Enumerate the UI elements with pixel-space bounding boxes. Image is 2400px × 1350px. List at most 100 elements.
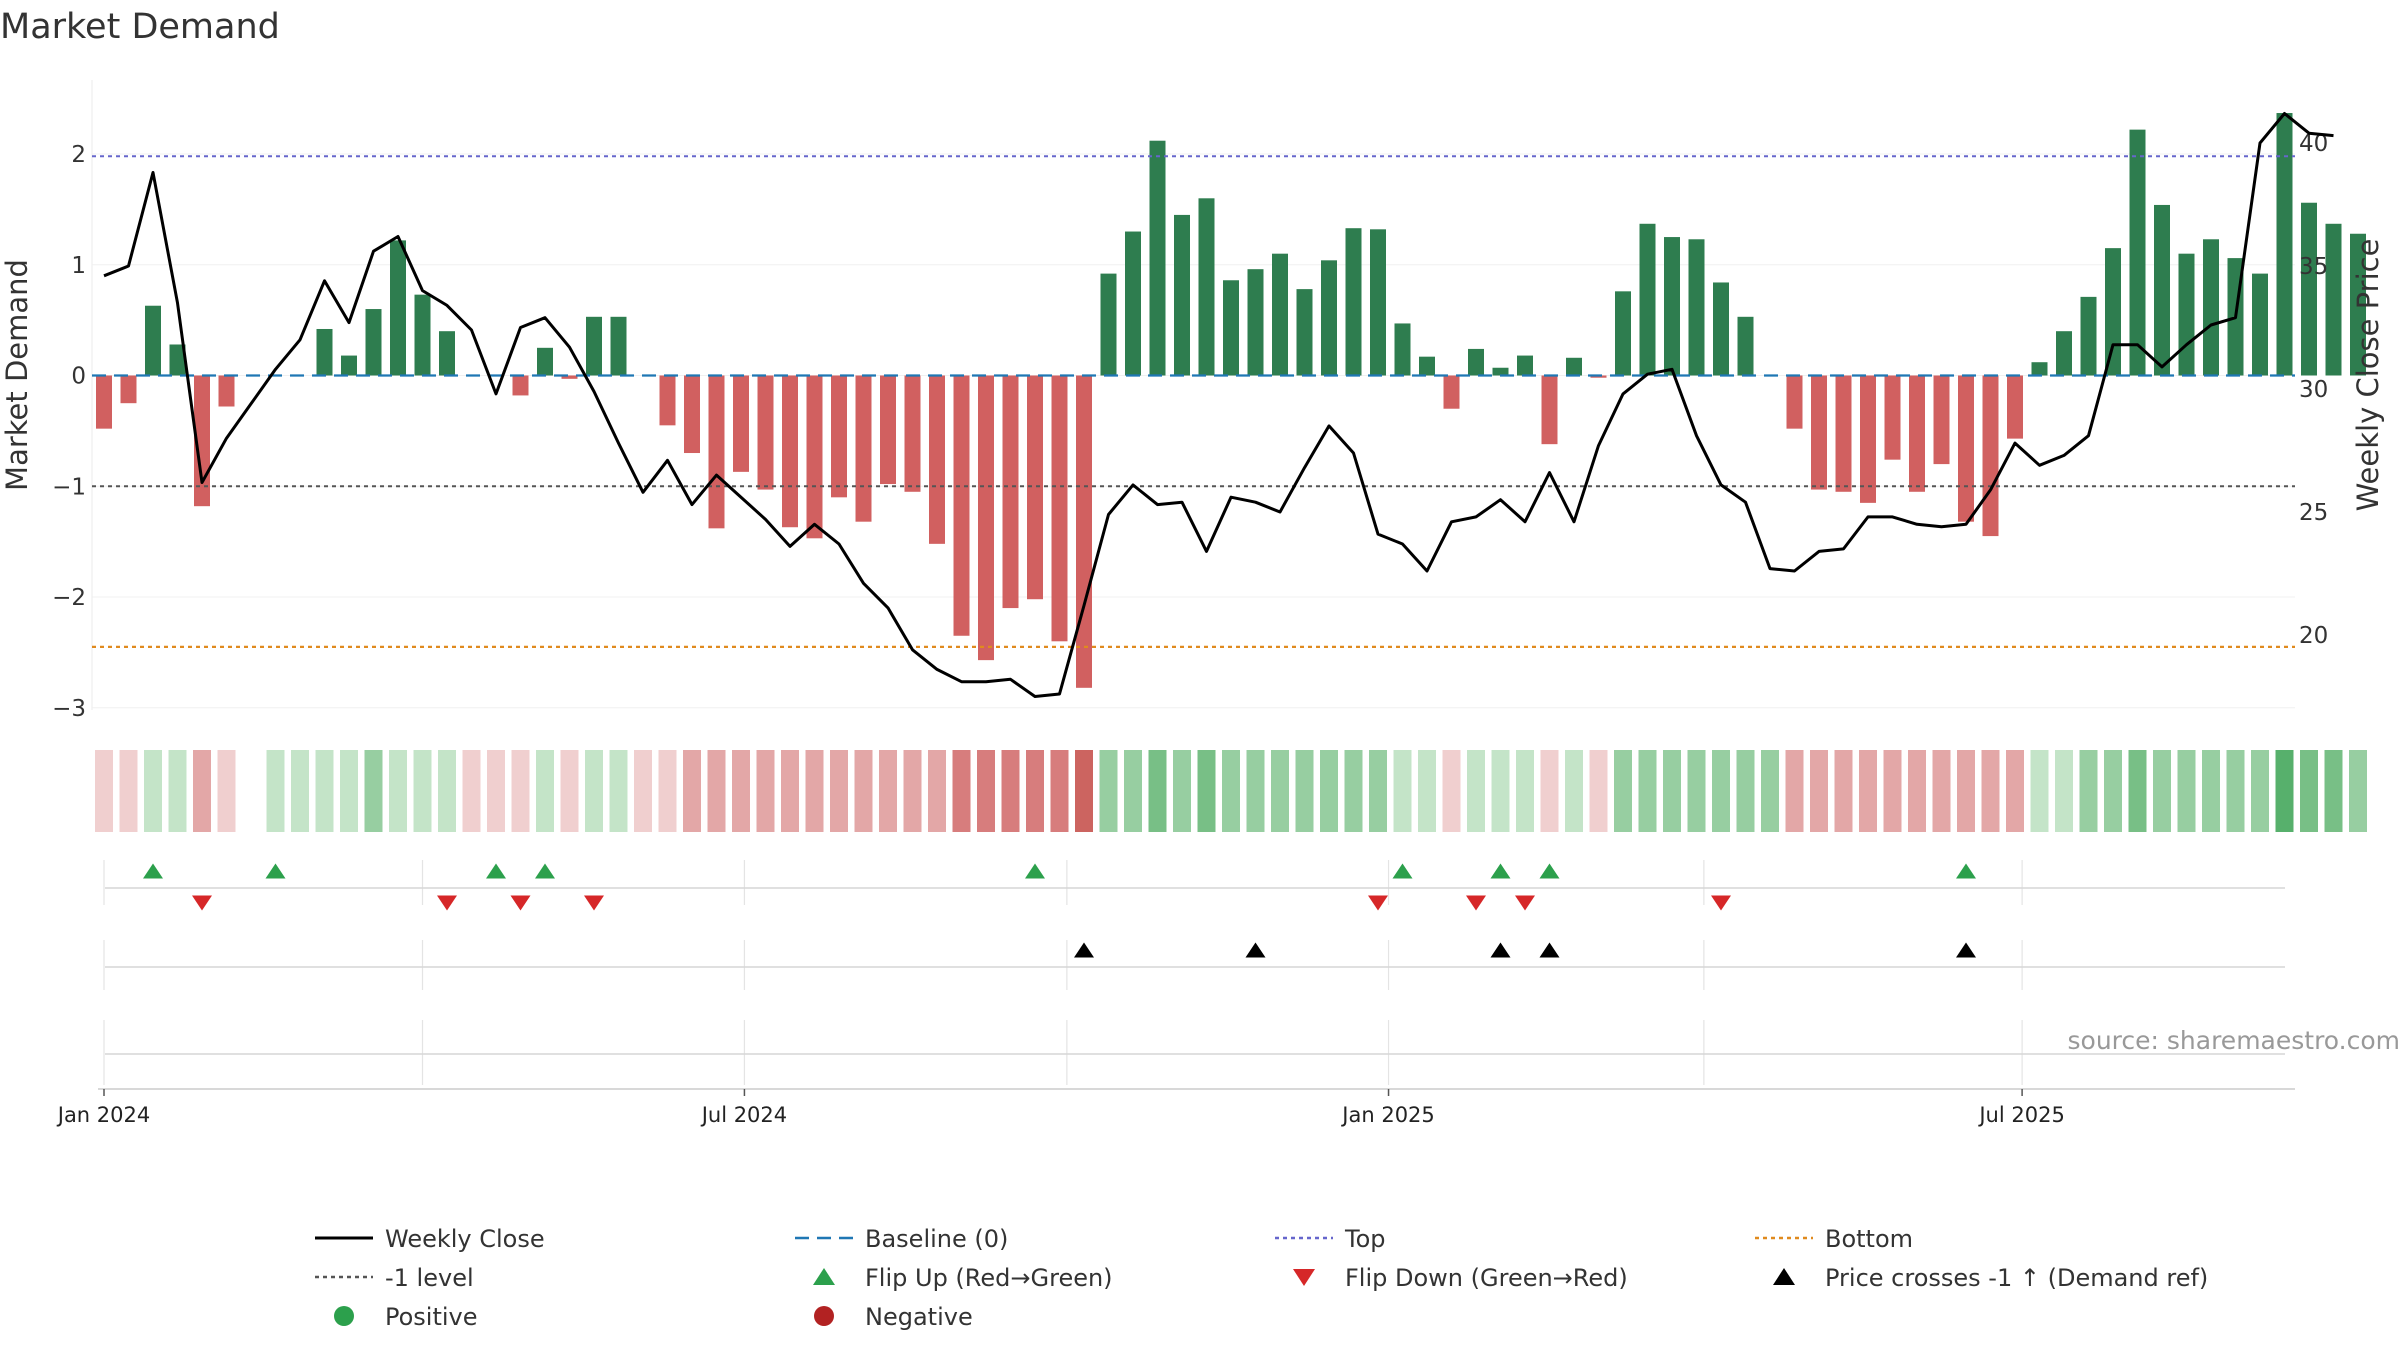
legend-item: Weekly Close bbox=[315, 1225, 545, 1253]
negative-demand-bar bbox=[659, 375, 676, 426]
heat-strip-cell bbox=[1981, 750, 2000, 832]
heat-strip-cell bbox=[585, 750, 603, 832]
heat-strip-cell bbox=[2275, 750, 2294, 832]
positive-demand-bar bbox=[1321, 260, 1337, 376]
heat-strip-cell bbox=[1565, 750, 1583, 832]
heat-strip-cell bbox=[266, 750, 285, 832]
heat-strip-cell bbox=[1932, 750, 1951, 832]
legend-label: Weekly Close bbox=[385, 1225, 545, 1253]
positive-demand-bar bbox=[1100, 273, 1117, 376]
heat-strip-cell bbox=[830, 750, 848, 832]
heat-strip-cell bbox=[879, 750, 897, 832]
negative-demand-bar bbox=[855, 375, 872, 522]
x-tick-label: Jul 2025 bbox=[1977, 1103, 2064, 1127]
legend: Weekly Close Baseline (0) Top Bottom -1 leve… bbox=[315, 1225, 2208, 1331]
heat-strip-cell bbox=[193, 750, 211, 832]
positive-demand-bar bbox=[316, 328, 333, 376]
heat-strip-cell bbox=[781, 750, 799, 832]
heat-strip-cell bbox=[2324, 750, 2343, 832]
heat-strip-cell bbox=[1883, 750, 1902, 832]
flip-up-marker bbox=[143, 863, 163, 879]
heat-strip-cell bbox=[315, 750, 334, 832]
legend-label: Negative bbox=[865, 1303, 973, 1331]
heat-strip-cell bbox=[389, 750, 407, 832]
negative-demand-bar bbox=[1860, 375, 1876, 503]
negative-demand-bar bbox=[1933, 375, 1950, 465]
heat-strip-cell bbox=[903, 750, 922, 832]
flip-up-marker bbox=[1025, 863, 1045, 879]
heat-strip-cell bbox=[438, 750, 456, 832]
flip-down-marker bbox=[1711, 895, 1731, 911]
x-axis-ticks: Jan 2024 Jul 2024 Jan 2025 Jul 2025 bbox=[56, 1089, 2065, 1127]
legend-item: Flip Up (Red→Green) bbox=[813, 1264, 1113, 1292]
heat-strip-cell bbox=[1761, 750, 1779, 832]
y-tick-label: −1 bbox=[52, 474, 86, 500]
heat-strip-cell bbox=[1442, 750, 1461, 832]
legend-swatch bbox=[1773, 1268, 1795, 1285]
positive-demand-bar bbox=[1125, 231, 1141, 376]
positive-demand-bar bbox=[1639, 223, 1656, 376]
legend-label: Top bbox=[1344, 1225, 1386, 1253]
heat-strip-cell bbox=[364, 750, 383, 832]
negative-demand-bar bbox=[1541, 375, 1558, 445]
flip-up-marker bbox=[1956, 863, 1976, 879]
positive-demand-bar bbox=[439, 331, 455, 376]
heat-strip-cell bbox=[1148, 750, 1167, 832]
y-tick-label: −2 bbox=[52, 585, 86, 611]
heat-strip-cell bbox=[2104, 750, 2122, 832]
negative-demand-bar bbox=[512, 375, 529, 396]
price-cross-marker bbox=[1539, 942, 1560, 958]
heat-strip-cell bbox=[2251, 750, 2269, 832]
heat-strip-cell bbox=[1393, 750, 1412, 832]
legend-label: Bottom bbox=[1825, 1225, 1913, 1253]
demand-bars bbox=[96, 113, 2366, 688]
positive-demand-bar bbox=[2031, 362, 2048, 376]
negative-demand-bar bbox=[1884, 375, 1901, 460]
heat-strip-cell bbox=[95, 750, 113, 832]
y2-tick-label: 35 bbox=[2299, 254, 2328, 280]
positive-demand-bar bbox=[1198, 198, 1215, 376]
signal-panels bbox=[98, 863, 2295, 1090]
legend-label: -1 level bbox=[385, 1264, 474, 1292]
price-cross-marker bbox=[1956, 942, 1976, 958]
y2-axis-label: Weekly Close Price bbox=[2351, 239, 2385, 512]
positive-demand-bar bbox=[1615, 291, 1631, 376]
negative-demand-bar bbox=[757, 375, 774, 490]
y-axis-label: Market Demand bbox=[0, 259, 34, 491]
legend-label: Flip Down (Green→Red) bbox=[1345, 1264, 1628, 1292]
flip-up-marker bbox=[486, 863, 506, 879]
negative-demand-bar bbox=[1051, 375, 1068, 642]
positive-demand-bar bbox=[1345, 228, 1362, 376]
negative-demand-bar bbox=[1076, 375, 1092, 688]
heat-strip-cell bbox=[2202, 750, 2220, 832]
heat-strip-cell bbox=[1614, 750, 1632, 832]
heat-strip-cell bbox=[609, 750, 628, 832]
heat-strip-cell bbox=[340, 750, 358, 832]
positive-demand-bar bbox=[365, 309, 382, 376]
heat-strip-cell bbox=[1295, 750, 1314, 832]
heat-strip-cell bbox=[1638, 750, 1657, 832]
flip-up-marker bbox=[535, 863, 555, 879]
heat-strip-cell bbox=[805, 750, 824, 832]
y-tick-label: −3 bbox=[52, 696, 86, 722]
y-tick-label: 0 bbox=[71, 364, 86, 390]
positive-demand-bar bbox=[169, 344, 186, 376]
flip-down-marker bbox=[1466, 895, 1486, 911]
negative-demand-bar bbox=[1443, 375, 1460, 409]
negative-demand-bar bbox=[733, 375, 749, 472]
negative-demand-bar bbox=[953, 375, 970, 636]
legend-swatch bbox=[813, 1268, 835, 1285]
heat-strip-cell bbox=[634, 750, 652, 832]
legend-label: Baseline (0) bbox=[865, 1225, 1008, 1253]
positive-demand-bar bbox=[1688, 239, 1705, 376]
negative-demand-bar bbox=[904, 375, 921, 492]
legend-item: Top bbox=[1275, 1225, 1386, 1253]
reference-lines bbox=[92, 155, 2295, 648]
positive-demand-bar bbox=[2252, 273, 2268, 376]
heat-strip-cell bbox=[977, 750, 995, 832]
legend-label: Price crosses -1 ↑ (Demand ref) bbox=[1825, 1264, 2208, 1292]
positive-demand-bar bbox=[1149, 140, 1166, 376]
positive-demand-bar bbox=[2325, 223, 2342, 376]
source-credit: source: sharemaestro.com bbox=[2068, 1026, 2400, 1055]
